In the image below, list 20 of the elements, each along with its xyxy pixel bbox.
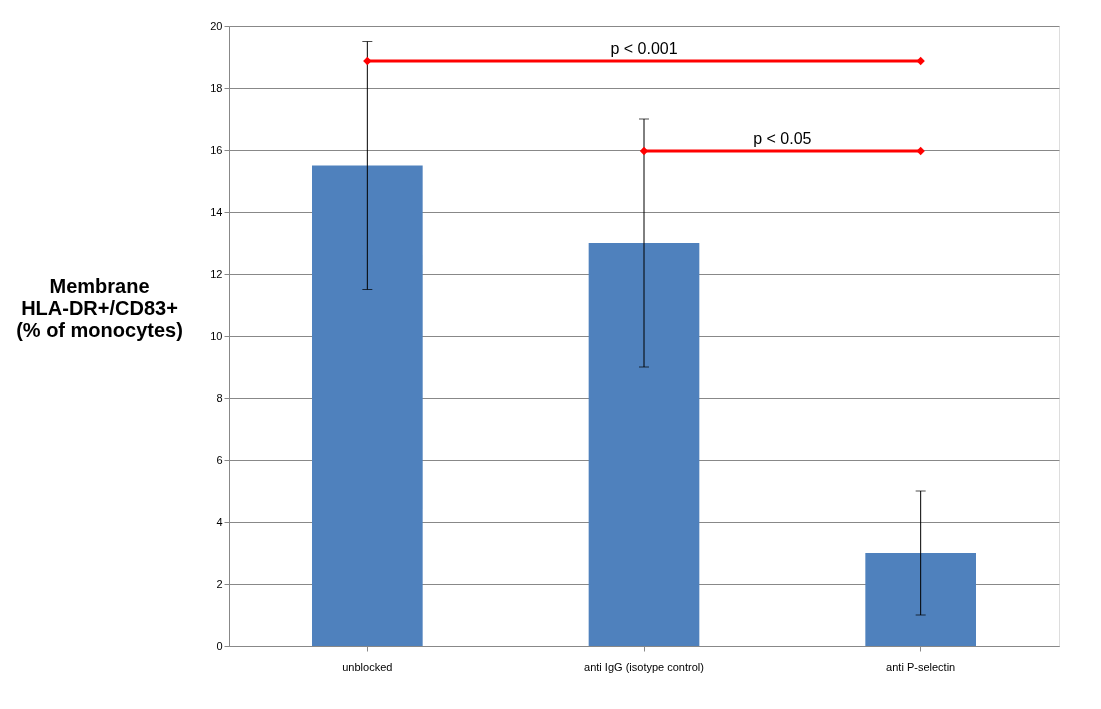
y-axis-title: Membrane HLA-DR+/CD83+ (% of monocytes) [16,274,183,341]
y-tick-label: 14 [210,205,223,218]
bar [588,243,700,646]
x-tick-label: anti P-selectin [886,660,956,673]
y-tick-label: 18 [210,81,223,94]
y-tick-label: 16 [210,143,223,156]
x-tick-label: unblocked [342,660,393,673]
y-tick-label: 0 [216,639,223,652]
annotation: p < 0.05 [753,130,812,147]
bar [312,165,423,646]
y-tick-label: 20 [210,19,223,32]
bar [865,553,976,646]
y-tick-label: 4 [216,515,223,528]
y-tick-label: 10 [210,329,223,342]
y-tick-label: 6 [216,453,223,466]
y-tick-label: 8 [216,391,223,404]
y-tick-label: 12 [210,267,223,280]
annotation: p < 0.001 [610,40,678,57]
x-tick-label: anti IgG (isotype control) [584,660,704,673]
y-tick-label: 2 [216,577,223,590]
